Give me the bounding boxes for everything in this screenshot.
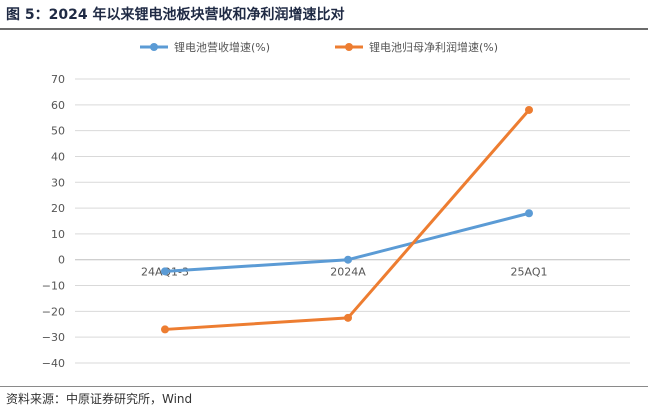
legend-swatch-marker	[150, 43, 158, 51]
y-tick-label: 0	[58, 254, 65, 267]
y-tick-label: −10	[42, 280, 65, 293]
data-point	[525, 209, 533, 218]
y-tick-label: −20	[42, 305, 65, 318]
data-point	[525, 105, 533, 114]
chart-legend: 锂电池营收增速(%) 锂电池归母净利润增速(%)	[140, 40, 498, 54]
y-tick-label: 10	[51, 228, 65, 241]
footer-divider	[0, 386, 648, 387]
legend-label: 锂电池营收增速(%)	[174, 40, 270, 54]
y-tick-label: 20	[51, 202, 65, 215]
y-tick-label: 40	[51, 150, 65, 163]
data-point	[161, 267, 169, 276]
line-chart: 锂电池营收增速(%) 锂电池归母净利润增速(%) 70 60 50 40 30 20 10 0 −…	[42, 40, 630, 370]
data-point	[161, 325, 169, 334]
legend-label: 锂电池归母净利润增速(%)	[369, 40, 498, 54]
data-point	[344, 255, 352, 264]
x-tick-label: 2024A	[330, 266, 366, 279]
y-axis-ticks: 70 60 50 40 30 20 10 0 −10 −20 −30 −40	[42, 73, 65, 370]
y-tick-label: 60	[51, 99, 65, 112]
title-divider	[0, 28, 648, 30]
chart-gridlines	[75, 78, 630, 364]
chart-series	[161, 105, 533, 334]
figure-title: 图 5：2024 年以来锂电池板块营收和净利润增速比对	[6, 7, 345, 23]
y-tick-label: 30	[51, 176, 65, 189]
series-line	[163, 108, 531, 331]
y-tick-label: 70	[51, 73, 65, 86]
source-note: 资料来源：中原证券研究所，Wind	[6, 392, 193, 406]
x-tick-label: 25AQ1	[511, 266, 548, 279]
data-point	[344, 313, 352, 322]
y-tick-label: −30	[42, 331, 65, 344]
y-tick-label: −40	[42, 357, 65, 370]
y-tick-label: 50	[51, 125, 65, 138]
legend-swatch-marker	[345, 43, 353, 51]
